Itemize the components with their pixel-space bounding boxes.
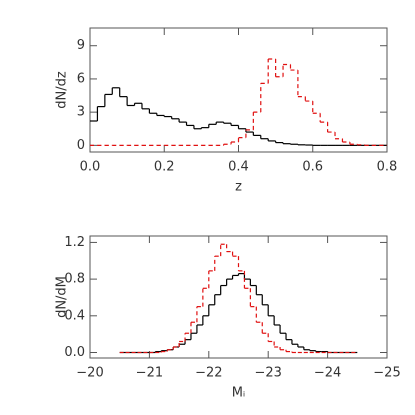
x-tick-label: 0.6: [302, 160, 323, 175]
y-tick-label: 9: [77, 38, 85, 53]
x-axis-label: Mᵢ: [232, 386, 246, 401]
y-tick-label: 3: [77, 105, 85, 120]
y-axis-label: dN/dM: [55, 276, 70, 318]
x-tick-label: −22: [195, 366, 222, 381]
x-tick-label: −23: [254, 366, 281, 381]
plot-frame: [89, 27, 388, 153]
plot-frame: [89, 235, 388, 359]
y-tick-label: 1.2: [64, 235, 85, 250]
x-axis-label: z: [235, 180, 242, 195]
x-tick-label: 0.8: [377, 160, 398, 175]
x-tick-label: −25: [373, 366, 400, 381]
y-tick-label: 6: [77, 71, 85, 86]
y-tick-label: 0: [77, 138, 85, 153]
y-tick-label: 0.8: [64, 272, 85, 287]
y-axis-label: dN/dz: [55, 71, 70, 109]
x-tick-label: 0.0: [80, 160, 101, 175]
x-tick-label: −20: [76, 366, 103, 381]
x-tick-label: −21: [136, 366, 163, 381]
y-tick-label: 0.0: [64, 345, 85, 360]
x-tick-label: 0.4: [228, 160, 249, 175]
x-tick-label: −24: [314, 366, 341, 381]
y-tick-label: 0.4: [64, 308, 85, 323]
x-tick-label: 0.2: [154, 160, 175, 175]
